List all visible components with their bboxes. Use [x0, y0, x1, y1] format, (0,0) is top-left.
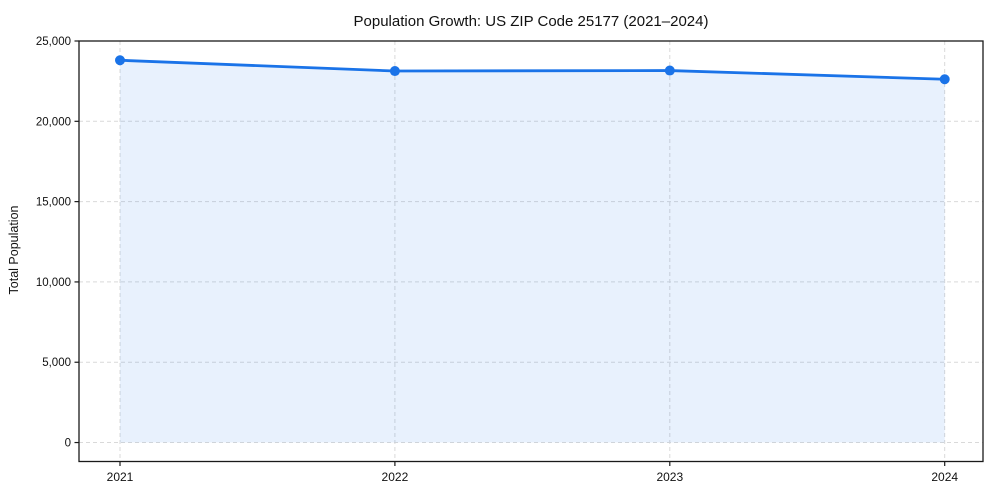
y-axis-label: Total Population: [7, 205, 21, 294]
y-tick-label: 0: [65, 438, 71, 450]
y-tick-label: 10,000: [36, 277, 71, 289]
area-layer: [120, 60, 945, 443]
data-point-marker: [664, 65, 675, 76]
plot-border: [78, 40, 984, 463]
data-point-marker: [115, 55, 125, 66]
data-point-marker: [939, 74, 950, 85]
data-point-marker: [389, 66, 400, 77]
chart-title: Population Growth: US ZIP Code 25177 (20…: [354, 13, 709, 30]
y-tick-label: 15,000: [36, 197, 71, 209]
x-tick-label: 2021: [107, 470, 134, 484]
axis-layer: 0 5,000 10,000 15,000 20,000 25,000 2021 2022 20…: [36, 36, 984, 484]
x-tick-label: 2024: [931, 470, 958, 484]
x-tick-label: 2022: [382, 470, 409, 484]
line-layer: [115, 55, 950, 85]
series-area-fill: [120, 60, 945, 443]
series-line: [118, 58, 947, 81]
y-tick-label: 20,000: [36, 116, 71, 128]
y-tick-label: 5,000: [42, 357, 71, 369]
y-tick-label: 25,000: [36, 36, 71, 48]
x-tick-label: 2023: [656, 470, 683, 484]
